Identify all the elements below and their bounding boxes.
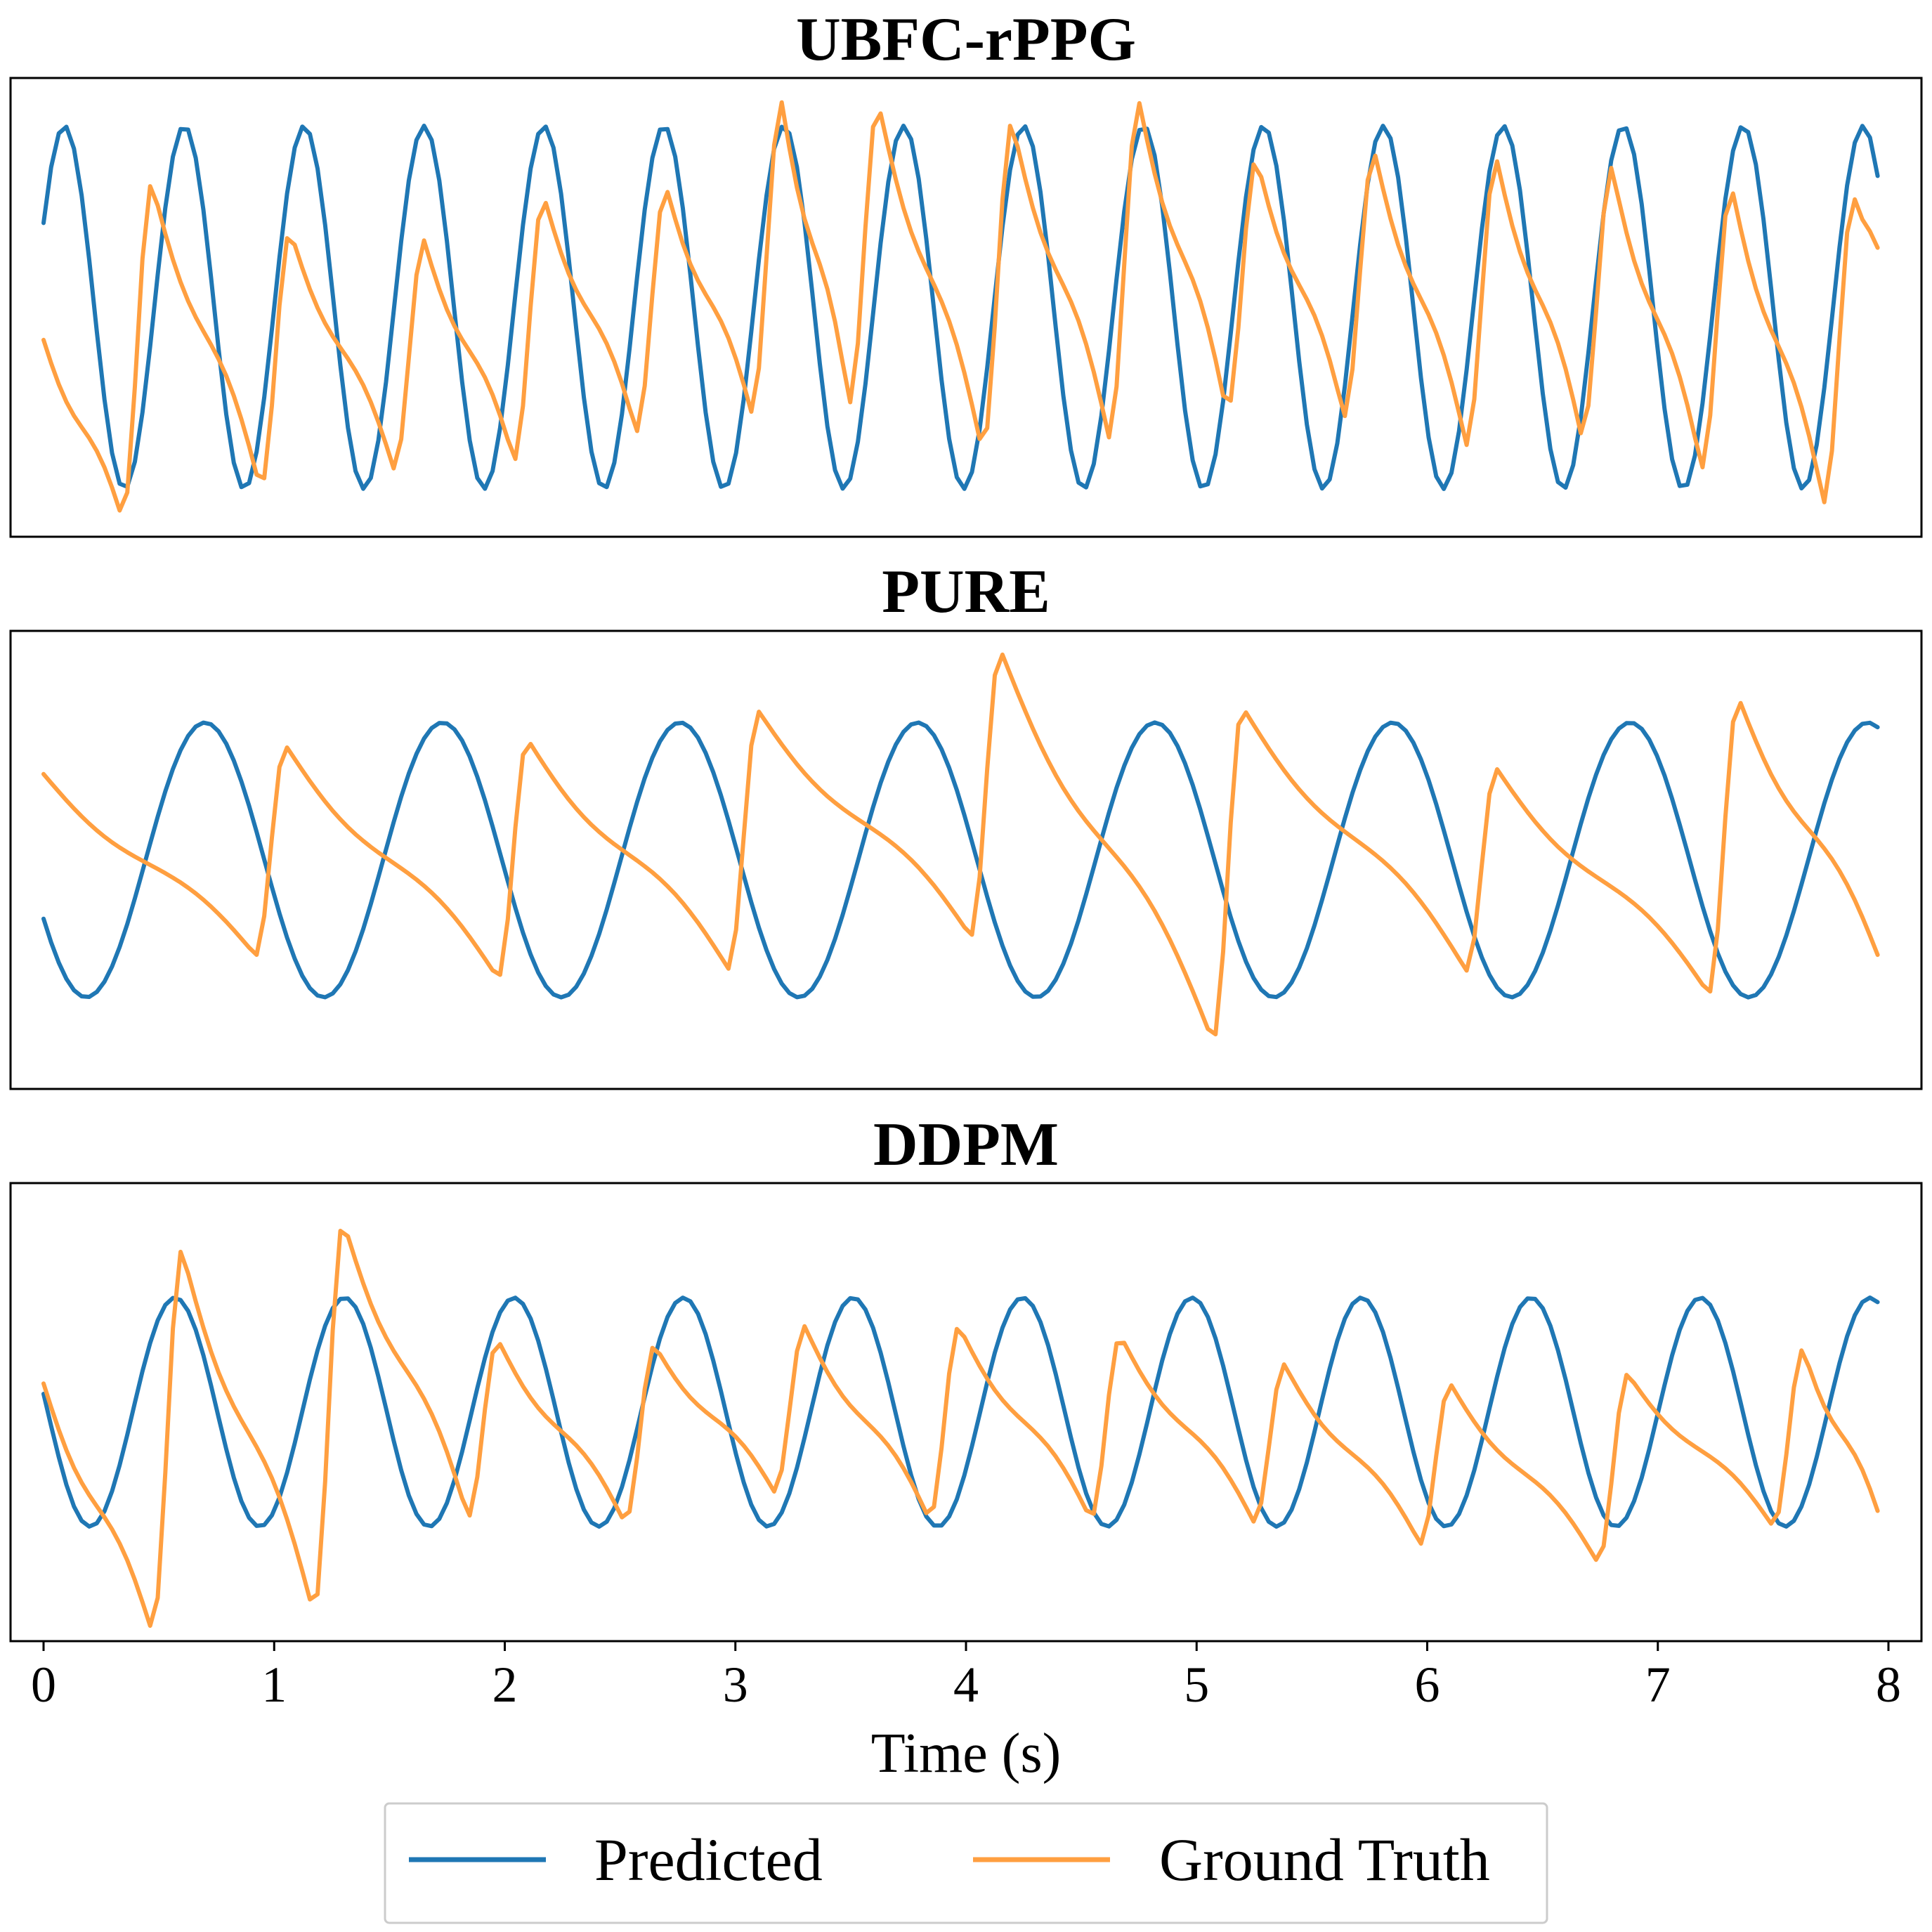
x-tick-label: 2 (492, 1657, 518, 1713)
series-layer (41, 100, 1880, 513)
x-tick-label: 8 (1876, 1657, 1901, 1713)
legend-label-predicted: Predicted (594, 1826, 823, 1893)
legend: Predicted Ground Truth (384, 1802, 1548, 1924)
ground-truth-series-line (41, 652, 1880, 1037)
series-layer (41, 1229, 1880, 1629)
x-tick-label: 1 (261, 1657, 287, 1713)
x-tick-label: 0 (31, 1657, 56, 1713)
plot-frame (9, 77, 1923, 538)
series-layer (41, 652, 1880, 1037)
predicted-series-line (41, 124, 1880, 491)
x-tick-label: 6 (1415, 1657, 1440, 1713)
panel-title: UBFC-rPPG (796, 6, 1136, 74)
predicted-series-line (41, 720, 1880, 1000)
panel-title: DDPM (873, 1111, 1059, 1179)
x-tick-label: 5 (1184, 1657, 1209, 1713)
x-tick-label: 3 (723, 1657, 748, 1713)
x-axis-label: Time (s) (871, 1723, 1061, 1784)
legend-label-ground-truth: Ground Truth (1159, 1826, 1490, 1893)
panel-ubfc: UBFC-rPPG (9, 6, 1923, 538)
predicted-series-line (41, 1295, 1880, 1529)
panel-pure: PURE (9, 558, 1923, 1090)
x-tick-label: 4 (953, 1657, 979, 1713)
ground-truth-series-line (41, 100, 1880, 513)
legend-box (384, 1802, 1548, 1924)
ground-truth-series-line (41, 1229, 1880, 1629)
x-tick-label: 7 (1645, 1657, 1671, 1713)
panel-title: PURE (882, 558, 1050, 626)
plot-frame (9, 629, 1923, 1090)
x-axis: 0 1 2 3 4 5 6 7 8 (31, 1641, 1901, 1713)
